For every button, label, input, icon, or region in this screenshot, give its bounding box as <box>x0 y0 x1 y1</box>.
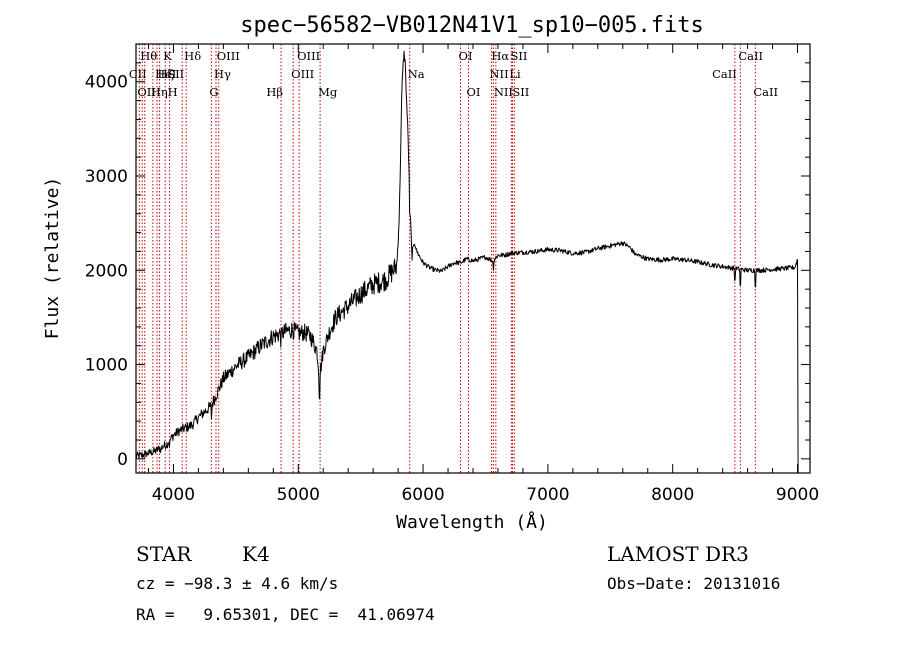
reference-labels-group: OIIHθCIIHηHeIHζKHSIIHδGHγOIIIHβOIIIOIIIM… <box>129 49 778 99</box>
redshift-readout: cz = −98.3 ± 4.6 km/s <box>136 574 338 593</box>
x-tick-label: 9000 <box>776 485 819 505</box>
reference-lines-group <box>138 44 756 473</box>
coordinates-readout: RA = 9.65301, DEC = 41.06974 <box>136 605 435 624</box>
reference-line-label: Hθ <box>140 49 157 63</box>
x-axis-title: Wavelength (Å) <box>396 511 548 533</box>
observation-date: Obs−Date: 20131016 <box>607 574 780 593</box>
x-tick-label: 4000 <box>152 485 195 505</box>
reference-line-label: CaII <box>753 85 778 99</box>
chart-title: spec−56582−VB012N41V1_sp10−005.fits <box>240 13 704 38</box>
reference-line-label: HeI <box>155 67 176 81</box>
x-tick-labels: 4000 5000 6000 7000 8000 9000 <box>152 485 819 505</box>
spectral-subclass: K4 <box>242 542 270 566</box>
reference-line-label: OIII <box>217 49 240 63</box>
y-tick-label: 3000 <box>85 167 128 187</box>
reference-line-label: SII <box>167 67 184 81</box>
reference-line-label: H <box>168 85 178 99</box>
reference-line-label: NII <box>494 85 513 99</box>
flux-series-group <box>135 50 799 474</box>
reference-line-label: Hγ <box>214 67 231 81</box>
x-tick-label: 8000 <box>651 485 694 505</box>
reference-line-label: G <box>209 85 218 99</box>
axis-ticks-group <box>136 43 810 473</box>
x-tick-label: 6000 <box>401 485 444 505</box>
reference-line-label: Li <box>509 67 521 81</box>
reference-line-label: CaII <box>712 67 737 81</box>
y-tick-label: 0 <box>117 450 128 470</box>
y-tick-labels: 0 1000 2000 3000 4000 <box>85 73 128 470</box>
reference-line-label: Hζ <box>158 67 174 81</box>
y-tick-label: 2000 <box>85 261 128 281</box>
y-tick-label: 4000 <box>85 73 128 93</box>
reference-line-label: SII <box>510 49 527 63</box>
reference-line-label: SII <box>512 85 529 99</box>
x-tick-label: 7000 <box>526 485 569 505</box>
reference-line-label: Hη <box>151 85 168 99</box>
reference-line-label: CII <box>129 67 147 81</box>
reference-line-label: Na <box>408 67 425 81</box>
reference-line-label: Hβ <box>266 85 283 99</box>
y-tick-label: 1000 <box>85 356 128 376</box>
reference-line-label: K <box>163 49 172 63</box>
reference-line-label: OIII <box>291 67 314 81</box>
reference-line-label: Hα <box>491 49 509 63</box>
reference-line-label: OI <box>459 49 473 63</box>
reference-line-label: OII <box>137 85 156 99</box>
reference-line-label: CaII <box>738 49 763 63</box>
x-tick-label: 5000 <box>277 485 320 505</box>
flux-series-line <box>135 50 799 474</box>
plot-frame <box>135 43 811 474</box>
reference-line-label: OI <box>467 85 481 99</box>
reference-line-label: OIII <box>297 49 320 63</box>
reference-line-label: NII <box>489 67 508 81</box>
reference-line-label: Hδ <box>184 49 201 63</box>
reference-line-label: Mg <box>318 85 338 99</box>
survey-name: LAMOST DR3 <box>607 542 749 566</box>
y-axis-title: Flux (relative) <box>42 177 63 340</box>
object-class: STAR <box>136 542 192 566</box>
